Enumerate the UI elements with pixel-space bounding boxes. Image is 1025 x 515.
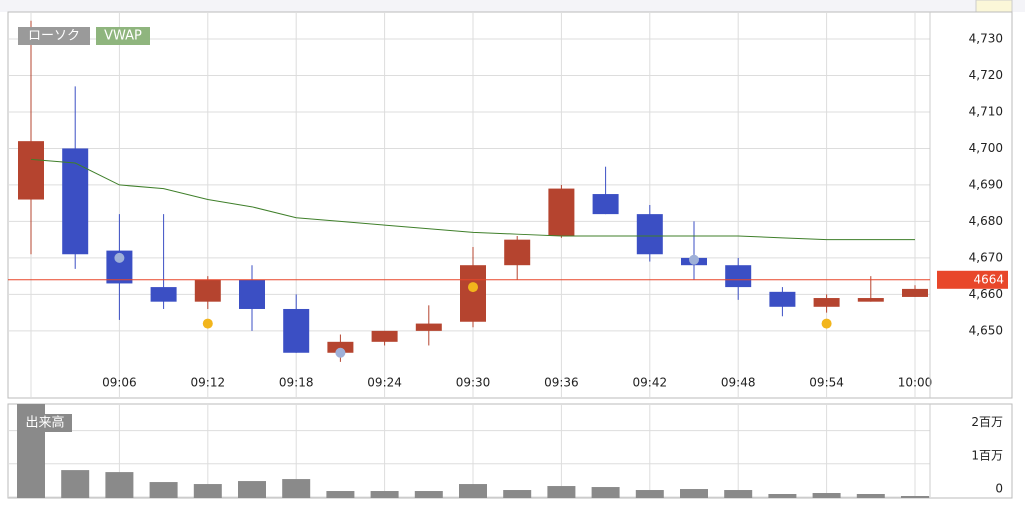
legend-vwap-box — [96, 27, 150, 45]
candle-body — [150, 287, 177, 302]
volume-bar — [282, 479, 311, 498]
marker — [821, 318, 832, 329]
top-button[interactable] — [975, 0, 1013, 13]
y-tick-label: 4,700 — [969, 141, 1003, 155]
candle-body — [592, 194, 619, 215]
y-tick-label: 4,680 — [969, 214, 1003, 228]
volume-bar — [768, 494, 797, 498]
volume-bar — [459, 484, 487, 498]
y-tick-label: 0 — [995, 482, 1003, 496]
volume-bar — [326, 491, 355, 498]
candle-body — [283, 308, 310, 353]
y-tick-label: 4,720 — [969, 68, 1003, 82]
volume-label-box — [18, 414, 72, 432]
volume-bar — [724, 490, 753, 498]
x-tick-label: 09:24 — [367, 376, 402, 390]
price-panel — [7, 11, 1013, 399]
legend-candle-box — [18, 27, 90, 45]
volume-bar — [414, 491, 443, 498]
candle-body — [460, 265, 486, 322]
candle-body — [769, 291, 796, 307]
x-tick-label: 09:18 — [279, 376, 314, 390]
y-tick-label: 4,690 — [969, 177, 1003, 191]
y-tick-label: 4,710 — [969, 104, 1003, 118]
y-tick-label: 4,650 — [969, 323, 1003, 337]
candle-body — [194, 279, 221, 302]
marker — [335, 347, 346, 358]
candle-body — [504, 239, 531, 266]
x-tick-label: 09:36 — [544, 376, 579, 390]
candle-body — [371, 330, 398, 342]
candle-body — [415, 323, 442, 331]
y-tick-label: 4,660 — [969, 287, 1003, 301]
top-strip — [0, 0, 1025, 12]
y-tick-label: 4,670 — [969, 250, 1003, 264]
volume-bar — [856, 494, 885, 498]
y-tick-label: 4,730 — [969, 31, 1003, 45]
volume-bar — [591, 487, 620, 498]
x-tick-label: 09:06 — [102, 376, 137, 390]
candle-body — [239, 279, 265, 309]
x-tick-label: 09:54 — [809, 376, 844, 390]
volume-bar — [370, 491, 399, 498]
volume-bar — [901, 496, 929, 498]
candle-body — [548, 188, 575, 237]
marker — [689, 254, 699, 265]
y-tick-label: 2百万 — [971, 415, 1003, 429]
candle-body — [902, 288, 928, 297]
volume-bar — [105, 472, 134, 498]
legend-candle: ローソク — [28, 29, 80, 44]
candle-body — [62, 148, 89, 255]
volume-bar — [149, 482, 178, 498]
candle-body — [636, 214, 663, 255]
volume-bar — [680, 489, 708, 498]
x-tick-label: 09:48 — [721, 376, 756, 390]
last-price-box — [937, 270, 1008, 289]
volume-bar — [812, 493, 841, 498]
volume-bar — [547, 486, 576, 498]
last-price-label: 4664 — [973, 272, 1004, 286]
candle-body — [813, 298, 840, 307]
volume-bar — [503, 490, 532, 498]
legend-vwap: VWAP — [104, 29, 142, 44]
marker — [202, 318, 213, 329]
x-tick-label: 10:00 — [898, 376, 933, 390]
candle-body — [327, 341, 354, 353]
candle-body — [18, 141, 44, 200]
marker — [114, 252, 125, 263]
x-tick-label: 09:30 — [456, 376, 491, 390]
volume-label: 出来高 — [25, 415, 64, 431]
marker — [468, 282, 478, 293]
volume-bar — [238, 481, 266, 498]
volume-bar — [61, 470, 90, 498]
vwap-line — [30, 158, 915, 241]
x-tick-label: 09:12 — [191, 376, 226, 390]
candle-body — [725, 265, 752, 288]
volume-bar — [635, 490, 664, 498]
x-tick-label: 09:42 — [633, 376, 668, 390]
candle-body — [857, 298, 884, 302]
y-tick-label: 1百万 — [971, 448, 1003, 462]
volume-bars — [17, 404, 929, 498]
volume-bar — [193, 484, 222, 498]
